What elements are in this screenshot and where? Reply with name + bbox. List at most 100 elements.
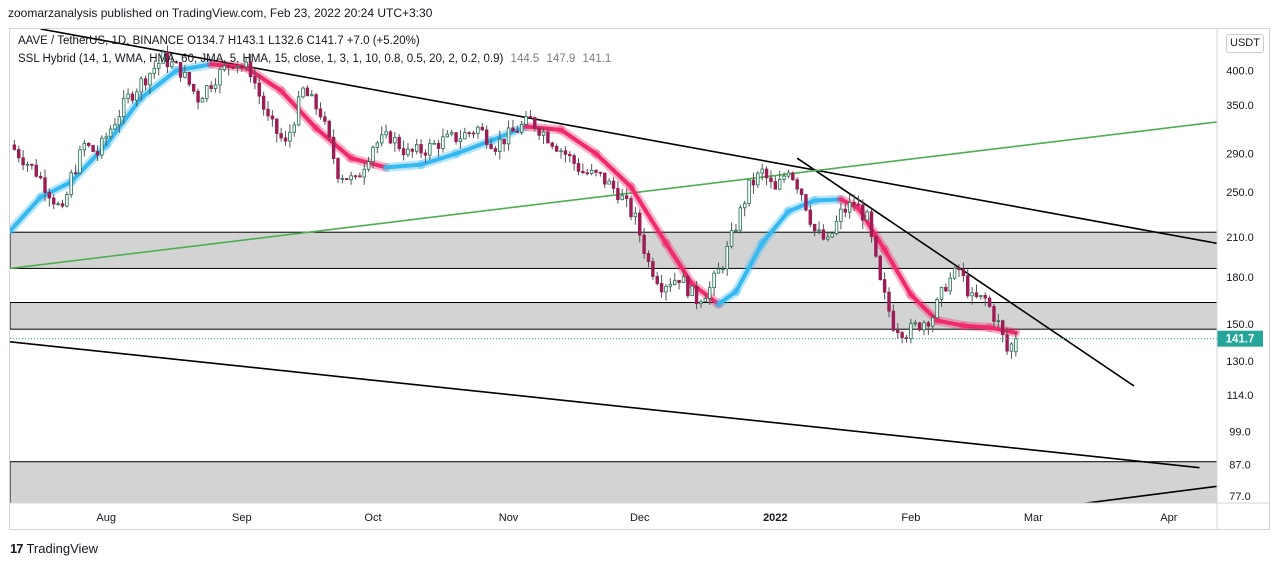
y-tick-label: 210.0 (1226, 232, 1254, 244)
candle (581, 163, 585, 174)
currency-button[interactable]: USDT (1226, 34, 1264, 53)
candle (104, 132, 108, 146)
candle (594, 169, 598, 177)
candle (148, 72, 152, 95)
candle-body (380, 134, 384, 144)
indicator-value-1: 144.5 (510, 53, 540, 65)
candle-body (773, 181, 778, 190)
candle (904, 334, 909, 343)
candle (275, 118, 279, 143)
ssl-baseline-segment (139, 68, 179, 100)
candle-body (410, 148, 415, 152)
candle (165, 45, 170, 73)
candle-body (231, 66, 235, 69)
candle (699, 299, 703, 308)
candle-body (664, 285, 668, 293)
candle (25, 161, 30, 172)
candle-body (694, 285, 699, 305)
candle-body (52, 197, 56, 205)
candle-body (305, 87, 310, 97)
candle-body (712, 272, 716, 289)
chart-frame[interactable] (9, 28, 1270, 530)
candle-body (681, 276, 686, 284)
candle (546, 128, 550, 144)
candle-body (642, 234, 646, 254)
candle-body (401, 148, 406, 156)
candle (624, 188, 629, 208)
candle (353, 174, 358, 180)
candle (449, 129, 454, 137)
candle (358, 172, 362, 178)
candle (611, 177, 616, 194)
candle (712, 270, 716, 296)
candle-body (638, 212, 642, 236)
candle-body (358, 175, 362, 178)
candle (244, 57, 248, 71)
candle (738, 204, 743, 234)
candle (891, 304, 896, 332)
candle-body (117, 116, 122, 126)
candle (170, 54, 174, 69)
ssl-baseline-segment (419, 151, 459, 167)
candle-body (279, 133, 283, 139)
candle (331, 129, 336, 164)
symbol-legend[interactable]: AAVE / TetherUS, 1D, BINANCE O134.7 H143… (18, 35, 420, 47)
candle (196, 88, 200, 110)
candle (183, 64, 187, 79)
candle-body (471, 132, 476, 135)
candle-body (340, 178, 345, 180)
candle-body (563, 150, 568, 155)
candle (629, 195, 633, 221)
candle (917, 321, 922, 332)
publish-header: zoomarzanalysis published on TradingView… (8, 6, 433, 20)
candle-body (926, 322, 931, 327)
candle (174, 60, 178, 64)
candle-body (253, 76, 257, 84)
x-tick-label: Nov (499, 512, 519, 524)
candle-body (659, 283, 664, 293)
candle-body (979, 295, 983, 298)
trendline-4 (10, 121, 1217, 270)
candle-body (795, 179, 799, 190)
candle-body (764, 168, 769, 179)
candle (257, 74, 261, 105)
candle (17, 145, 21, 163)
candle (961, 262, 966, 282)
candle (826, 232, 830, 242)
candle (480, 122, 485, 131)
candle-body (218, 69, 222, 86)
candle-body (576, 163, 581, 172)
candle (349, 171, 353, 185)
footer[interactable]: 17 TradingView (10, 541, 98, 556)
candle (533, 116, 537, 132)
x-tick-label: Oct (364, 512, 381, 524)
candle-body (458, 138, 463, 142)
candle-body (847, 201, 852, 213)
candle-body (288, 131, 292, 142)
candle (861, 199, 865, 230)
y-tick-label: 180.0 (1226, 272, 1254, 284)
candle-body (729, 230, 734, 247)
candle-body (393, 136, 397, 144)
candle-body (952, 267, 957, 279)
candle (694, 281, 699, 310)
indicator-legend[interactable]: SSL Hybrid (14, 1, WMA, HMA, 60, JMA, 5,… (18, 53, 611, 65)
candle-body (270, 115, 275, 120)
candle-body (974, 292, 979, 298)
candle (812, 223, 817, 237)
candle (896, 323, 900, 339)
candle-body (935, 298, 939, 319)
candle-body (436, 142, 441, 149)
candle-body (371, 146, 375, 162)
candle-body (423, 152, 428, 156)
candle (375, 140, 380, 154)
candle-body (73, 172, 78, 175)
candle-body (78, 149, 82, 174)
ssl-baseline-segment (733, 241, 765, 294)
ohlc-values: O134.7 H143.1 L132.6 C141.7 +7.0 (+5.20%… (186, 35, 420, 47)
candle-body (397, 136, 401, 149)
candle-body (624, 195, 629, 199)
candle (721, 265, 725, 274)
candle (47, 188, 52, 207)
